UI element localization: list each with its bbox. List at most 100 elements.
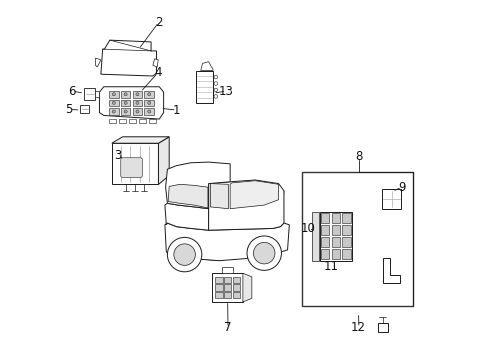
Bar <box>331 213 340 223</box>
Circle shape <box>136 110 139 113</box>
Bar <box>342 249 350 260</box>
Bar <box>144 91 154 98</box>
Bar <box>132 91 142 98</box>
Bar <box>109 100 119 106</box>
Bar <box>342 213 350 223</box>
Bar <box>331 237 340 247</box>
Bar <box>212 273 243 302</box>
Polygon shape <box>158 137 169 184</box>
Bar <box>342 225 350 235</box>
Bar <box>195 71 212 103</box>
Polygon shape <box>208 180 284 230</box>
Bar <box>132 108 142 115</box>
Text: 12: 12 <box>350 321 366 334</box>
Bar <box>119 119 125 123</box>
Bar <box>331 249 340 260</box>
Text: 10: 10 <box>300 222 315 235</box>
Bar <box>121 100 130 106</box>
Bar <box>320 225 329 235</box>
Bar <box>320 213 329 223</box>
Circle shape <box>214 88 217 92</box>
Bar <box>232 277 240 283</box>
FancyBboxPatch shape <box>121 158 142 177</box>
Text: 5: 5 <box>65 103 72 116</box>
Bar <box>80 104 89 113</box>
Polygon shape <box>164 223 289 261</box>
Bar <box>144 108 154 115</box>
Bar <box>331 225 340 235</box>
Polygon shape <box>101 40 156 76</box>
Text: 7: 7 <box>224 321 231 334</box>
Bar <box>215 292 222 298</box>
Circle shape <box>147 102 150 104</box>
Circle shape <box>167 237 202 272</box>
Bar <box>83 87 95 100</box>
Text: 4: 4 <box>154 66 161 79</box>
Circle shape <box>124 93 127 96</box>
Circle shape <box>112 110 115 113</box>
Polygon shape <box>382 258 400 283</box>
Text: 6: 6 <box>68 85 75 98</box>
Bar <box>224 284 231 291</box>
Polygon shape <box>201 62 212 71</box>
Polygon shape <box>230 181 278 209</box>
Circle shape <box>246 236 281 270</box>
Circle shape <box>147 110 150 113</box>
Bar <box>342 237 350 247</box>
Text: 8: 8 <box>355 150 362 163</box>
Bar <box>121 108 130 115</box>
Bar <box>311 212 319 261</box>
Bar <box>222 267 233 273</box>
Bar <box>132 100 142 106</box>
Polygon shape <box>243 273 251 302</box>
Polygon shape <box>165 162 230 209</box>
Circle shape <box>136 93 139 96</box>
Text: 3: 3 <box>114 149 122 162</box>
Bar <box>109 91 119 98</box>
Polygon shape <box>153 59 158 67</box>
Polygon shape <box>164 203 208 230</box>
Text: 2: 2 <box>154 16 162 29</box>
Bar <box>224 292 231 298</box>
Circle shape <box>124 102 127 104</box>
Circle shape <box>112 102 115 104</box>
Polygon shape <box>210 184 228 209</box>
Circle shape <box>214 75 217 79</box>
Circle shape <box>174 244 195 265</box>
Text: 9: 9 <box>397 181 405 194</box>
Bar <box>95 91 99 97</box>
Circle shape <box>253 242 274 264</box>
Text: 11: 11 <box>323 260 338 273</box>
Bar <box>381 189 401 208</box>
Bar <box>121 91 130 98</box>
Bar <box>224 277 231 283</box>
Polygon shape <box>112 137 169 143</box>
Circle shape <box>214 82 217 85</box>
Bar <box>232 292 240 298</box>
Polygon shape <box>95 58 101 67</box>
Circle shape <box>136 102 139 104</box>
Bar <box>215 284 222 291</box>
Bar <box>319 212 351 261</box>
Circle shape <box>124 110 127 113</box>
Bar <box>144 100 154 106</box>
Bar <box>320 249 329 260</box>
Bar <box>129 119 135 123</box>
Bar <box>232 284 240 291</box>
Polygon shape <box>168 184 207 208</box>
Bar <box>320 237 329 247</box>
Polygon shape <box>112 143 158 184</box>
Bar <box>109 119 115 123</box>
Text: 13: 13 <box>218 85 233 98</box>
Bar <box>377 323 387 332</box>
Bar <box>109 108 119 115</box>
Circle shape <box>147 93 150 96</box>
Circle shape <box>214 95 217 98</box>
Bar <box>139 119 145 123</box>
Bar <box>215 277 222 283</box>
Bar <box>149 119 155 123</box>
Bar <box>301 172 412 306</box>
Text: 1: 1 <box>172 104 180 117</box>
Circle shape <box>112 93 115 96</box>
Polygon shape <box>99 87 163 119</box>
